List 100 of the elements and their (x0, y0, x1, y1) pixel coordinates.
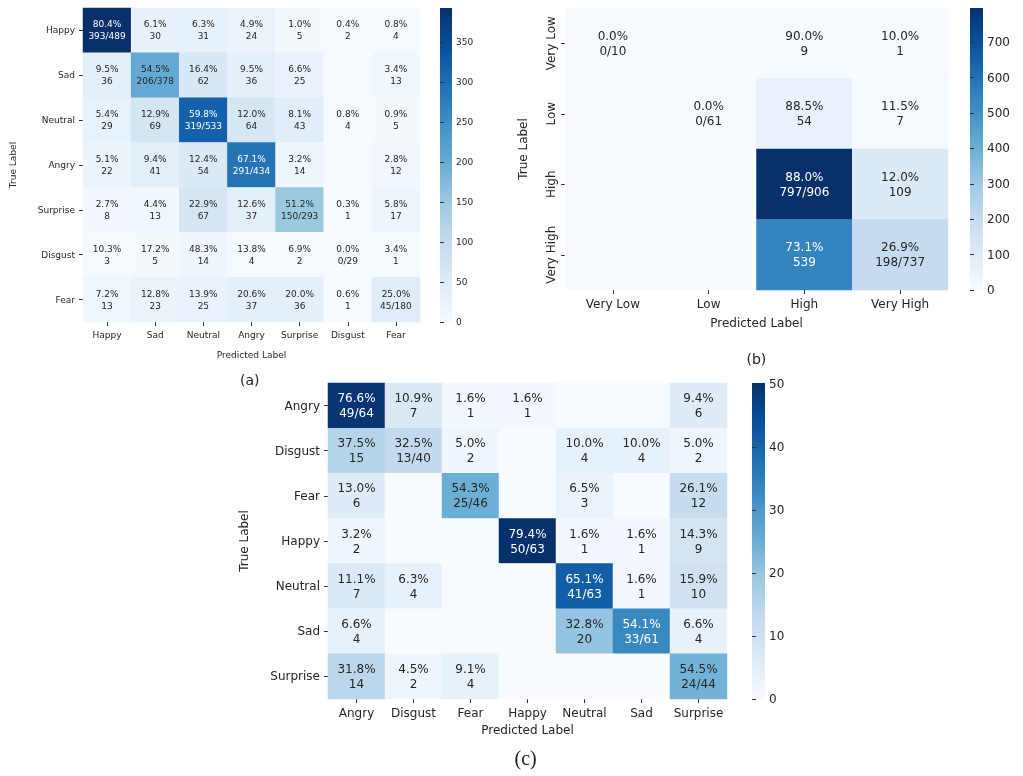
data-label: 6.1% 30 (143, 19, 168, 42)
data-label: 80.4% 393/489 (88, 19, 127, 42)
data-label: 9.5% 36 (240, 64, 264, 87)
text: (b) (746, 351, 767, 367)
data-label: 51.2% 150/293 (280, 198, 319, 221)
color-bar-label: 500 (987, 106, 1010, 121)
data-label: 6.3% 31 (191, 19, 216, 42)
text: (a) (240, 372, 260, 388)
data-label: 12.6% 37 (237, 198, 267, 221)
data-label: 20.6% 37 (237, 288, 267, 311)
y-tick-label: Very Low (544, 15, 558, 71)
color-bar-label: 0 (456, 317, 462, 327)
x-tick-label: Angry (338, 706, 375, 720)
x-axis-title: Predicted Label (481, 722, 574, 737)
data-label: 9.4% 6 (683, 391, 714, 421)
data-label: 88.5% 54 (785, 99, 824, 129)
data-label: 6.6% 4 (341, 616, 372, 646)
data-label: 0.0% 0/29 (336, 243, 360, 266)
color-bar-label: 0 (769, 692, 777, 706)
color-bar-label: 200 (987, 212, 1010, 227)
color-bar-label: 200 (456, 157, 474, 168)
color-bar-label: 10 (769, 629, 785, 643)
data-label: 76.6% 49/64 (337, 391, 376, 421)
y-axis-title: True Label (7, 141, 18, 190)
color-bar-label: 250 (456, 117, 474, 128)
y-tick-label: Sad (58, 70, 75, 81)
y-tick-label: Low (544, 101, 558, 126)
data-label: 13.0% 6 (337, 481, 376, 511)
x-tick-label: Sad (630, 706, 653, 720)
data-label: 13.8% 4 (237, 243, 267, 266)
y-tick-label: Angry (284, 398, 320, 413)
y-tick-label: Disgust (41, 249, 76, 260)
color-bar-label: 100 (456, 237, 474, 248)
data-label: 65.1% 41/63 (565, 571, 604, 601)
x-tick-label: Happy (92, 329, 123, 340)
y-tick-label: Neutral (41, 115, 75, 126)
x-tick-label: Neutral (562, 706, 607, 720)
data-label: 54.5% 206/378 (136, 64, 175, 87)
y-tick-label: Surprise (270, 669, 320, 684)
y-tick-label: Happy (281, 534, 320, 548)
data-label: 12.9% 69 (140, 109, 170, 132)
data-label: 5.0% 2 (455, 436, 486, 466)
data-label: 6.5% 3 (569, 481, 600, 511)
data-label: 1.6% 1 (455, 391, 486, 421)
x-tick-label: Sad (146, 329, 164, 340)
data-label: 6.9% 2 (288, 243, 312, 266)
y-tick-label: Happy (45, 25, 76, 36)
y-tick-label: Disgust (274, 443, 321, 458)
data-label: 3.4% 13 (384, 64, 408, 87)
y-tick-label: Angry (48, 160, 76, 170)
x-tick-label: Low (696, 297, 721, 311)
data-label: 5.4% 29 (95, 109, 119, 132)
y-tick-label: Sad (297, 624, 320, 639)
data-label: 25.0% 45/180 (380, 288, 413, 311)
data-label: 4.9% 24 (240, 19, 264, 42)
data-label: 17.2% 5 (140, 243, 170, 266)
color-bar-label: 40 (769, 440, 785, 454)
data-label: 54.3% 25/46 (451, 481, 490, 511)
color-bar-label: 350 (456, 37, 474, 48)
x-tick-label: Very Low (585, 297, 641, 311)
y-axis-title: True Label (516, 118, 530, 181)
data-label: 5.1% 22 (95, 154, 119, 176)
data-label: 11.1% 7 (337, 571, 376, 601)
data-label: 12.4% 54 (189, 154, 219, 176)
data-label: 67.1% 291/434 (232, 154, 271, 176)
data-label: 0.8% 4 (384, 19, 408, 42)
data-label: 9.1% 4 (455, 661, 486, 691)
data-label: 10.0% 4 (565, 436, 604, 466)
data-label: 54.1% 33/61 (622, 616, 661, 646)
data-label: 6.6% 25 (288, 64, 312, 87)
data-label: 88.0% 797/906 (779, 169, 830, 199)
data-label: 32.5% 13/40 (394, 436, 433, 466)
data-label: 48.3% 14 (189, 243, 219, 266)
x-tick-label: Disgust (330, 329, 366, 340)
data-label: 0.8% 4 (336, 109, 360, 132)
x-tick-label: Happy (508, 706, 547, 720)
data-label: 10.0% 4 (622, 436, 661, 466)
color-bar-label: 400 (987, 141, 1010, 156)
data-label: 10.0% 1 (881, 28, 920, 58)
data-label: 32.8% 20 (565, 616, 604, 646)
color-bar-label: 50 (456, 277, 468, 288)
data-label: 3.2% 14 (288, 154, 312, 176)
data-label: 10.9% 7 (394, 391, 433, 421)
data-label: 1.6% 1 (626, 526, 657, 556)
color-bar-label: 50 (769, 377, 785, 391)
data-label: 12.0% 109 (881, 169, 920, 199)
y-tick-label: Surprise (37, 204, 76, 215)
y-tick-label: Neutral (275, 579, 320, 594)
data-label: 3.2% 2 (341, 526, 372, 556)
data-label: 1.6% 1 (512, 391, 543, 421)
data-label: 9.4% 41 (143, 154, 168, 176)
data-label: 8.1% 43 (288, 109, 312, 132)
data-label: 59.8% 319/533 (184, 109, 223, 132)
data-label: 54.5% 24/44 (679, 661, 718, 691)
data-label: 1.6% 1 (626, 571, 657, 601)
y-tick-label: High (544, 170, 558, 199)
data-label: 14.3% 9 (679, 526, 718, 556)
data-label: 31.8% 14 (337, 661, 376, 691)
data-label: 4.5% 2 (398, 661, 429, 691)
data-label: 1.6% 1 (569, 526, 600, 556)
